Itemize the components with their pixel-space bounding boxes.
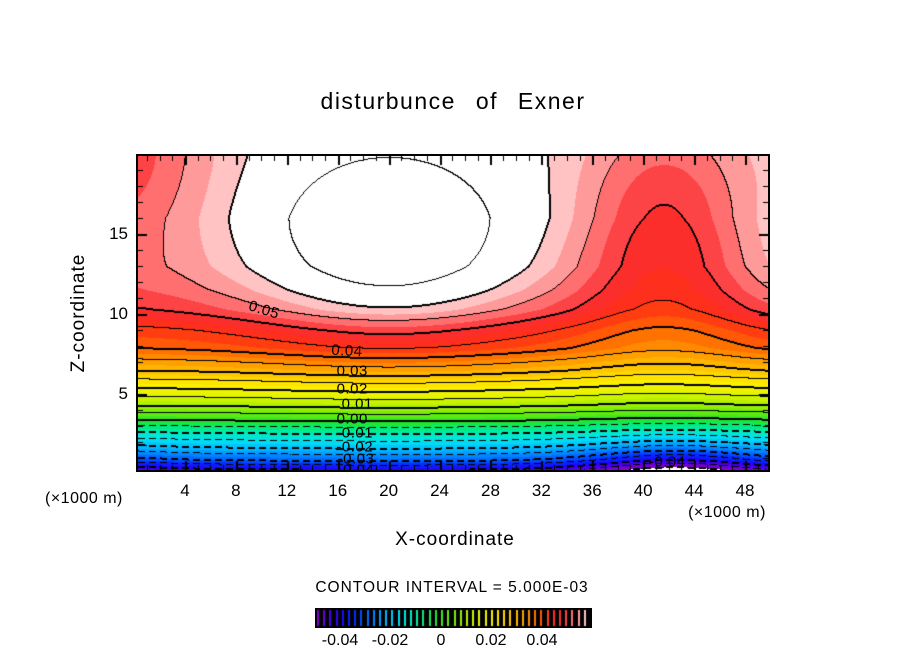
x-tick-label: 12 — [277, 481, 297, 500]
contour-label: 0.03 — [336, 362, 368, 380]
x-tick-label: 24 — [430, 481, 450, 500]
colorbar-tick-label: 0.04 — [526, 632, 558, 649]
y-axis-unit: (×1000 m) — [45, 490, 123, 507]
x-tick-label: 16 — [328, 481, 348, 500]
colorbar-tick-label: 0.02 — [475, 632, 507, 649]
contour-label: 0.04 — [331, 341, 364, 361]
x-axis-unit: (×1000 m) — [688, 504, 766, 521]
x-tick-label: 4 — [180, 481, 190, 500]
x-tick-label: 36 — [582, 481, 602, 500]
colorbar-canvas — [315, 608, 592, 628]
x-tick-label: 8 — [231, 481, 241, 500]
y-tick-label: 10 — [109, 304, 128, 323]
contour-label: 0.00 — [336, 410, 368, 428]
colorbar-tick-label: 0 — [436, 632, 446, 649]
contour-label: -0.01 — [336, 424, 374, 442]
contour-label: -0.04 — [337, 461, 375, 472]
x-tick-label: 28 — [480, 481, 500, 500]
x-tick-label: 48 — [735, 481, 755, 500]
contour-interval-text: CONTOUR INTERVAL = 5.000E-03 — [315, 579, 589, 596]
contour-label: -0.03 — [337, 450, 375, 468]
x-tick-label: 40 — [633, 481, 653, 500]
y-tick-label: 5 — [118, 384, 128, 403]
x-axis-label: X-coordinate — [395, 529, 515, 550]
contour-label: -0.04 — [648, 453, 686, 471]
colorbar-tick-label: -0.04 — [321, 632, 359, 649]
x-tick-label: 44 — [684, 481, 704, 500]
x-tick-label: 32 — [531, 481, 551, 500]
plot-area: 0.05 0.04 0.03 0.02 0.01 0.00 -0.01 -0.02 -0.03-… — [136, 154, 770, 472]
plot-title: disturbunce of Exner — [320, 88, 586, 114]
y-axis-label: Z-coordinate — [68, 253, 89, 373]
contour-label: 0.02 — [336, 380, 368, 398]
contour-label: -0.02 — [336, 438, 374, 456]
y-tick-label: 15 — [109, 224, 128, 243]
colorbar-tick-label: -0.02 — [371, 632, 409, 649]
contour-label: 0.01 — [341, 395, 373, 413]
x-tick-label: 20 — [379, 481, 399, 500]
contour-plot-canvas — [138, 156, 768, 470]
